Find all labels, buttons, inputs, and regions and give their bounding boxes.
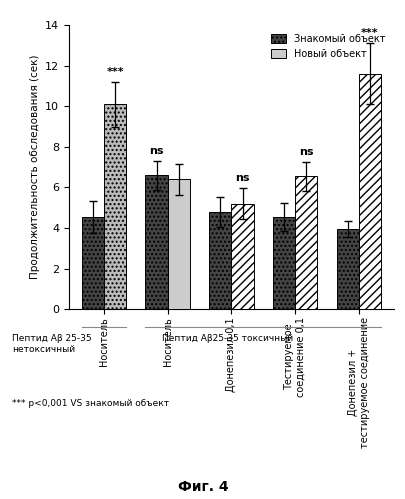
Bar bbox=[145, 175, 167, 309]
Text: ns: ns bbox=[298, 147, 313, 157]
Text: *** p<0,001 VS знакомый объект: *** p<0,001 VS знакомый объект bbox=[12, 399, 169, 408]
Bar bbox=[294, 176, 317, 309]
Text: ns: ns bbox=[149, 146, 164, 156]
Text: ***: *** bbox=[106, 67, 124, 77]
Bar bbox=[231, 204, 253, 309]
Bar bbox=[272, 217, 294, 309]
Bar bbox=[167, 179, 190, 309]
Text: ns: ns bbox=[235, 174, 249, 184]
Bar bbox=[336, 229, 358, 309]
Bar bbox=[358, 74, 380, 309]
Bar bbox=[209, 212, 231, 309]
Text: Пептид Аβ 25-35
нетоксичный: Пептид Аβ 25-35 нетоксичный bbox=[12, 334, 92, 354]
Bar bbox=[104, 104, 126, 309]
Text: ***: *** bbox=[360, 28, 378, 38]
Legend: Знакомый объект, Новый объект: Знакомый объект, Новый объект bbox=[266, 30, 388, 62]
Bar bbox=[81, 217, 104, 309]
Y-axis label: Продолжительность обследования (сек): Продолжительность обследования (сек) bbox=[30, 55, 40, 279]
Text: Пептид Аβ25-35 токсичный: Пептид Аβ25-35 токсичный bbox=[162, 334, 293, 343]
Text: Фиг. 4: Фиг. 4 bbox=[177, 480, 228, 494]
